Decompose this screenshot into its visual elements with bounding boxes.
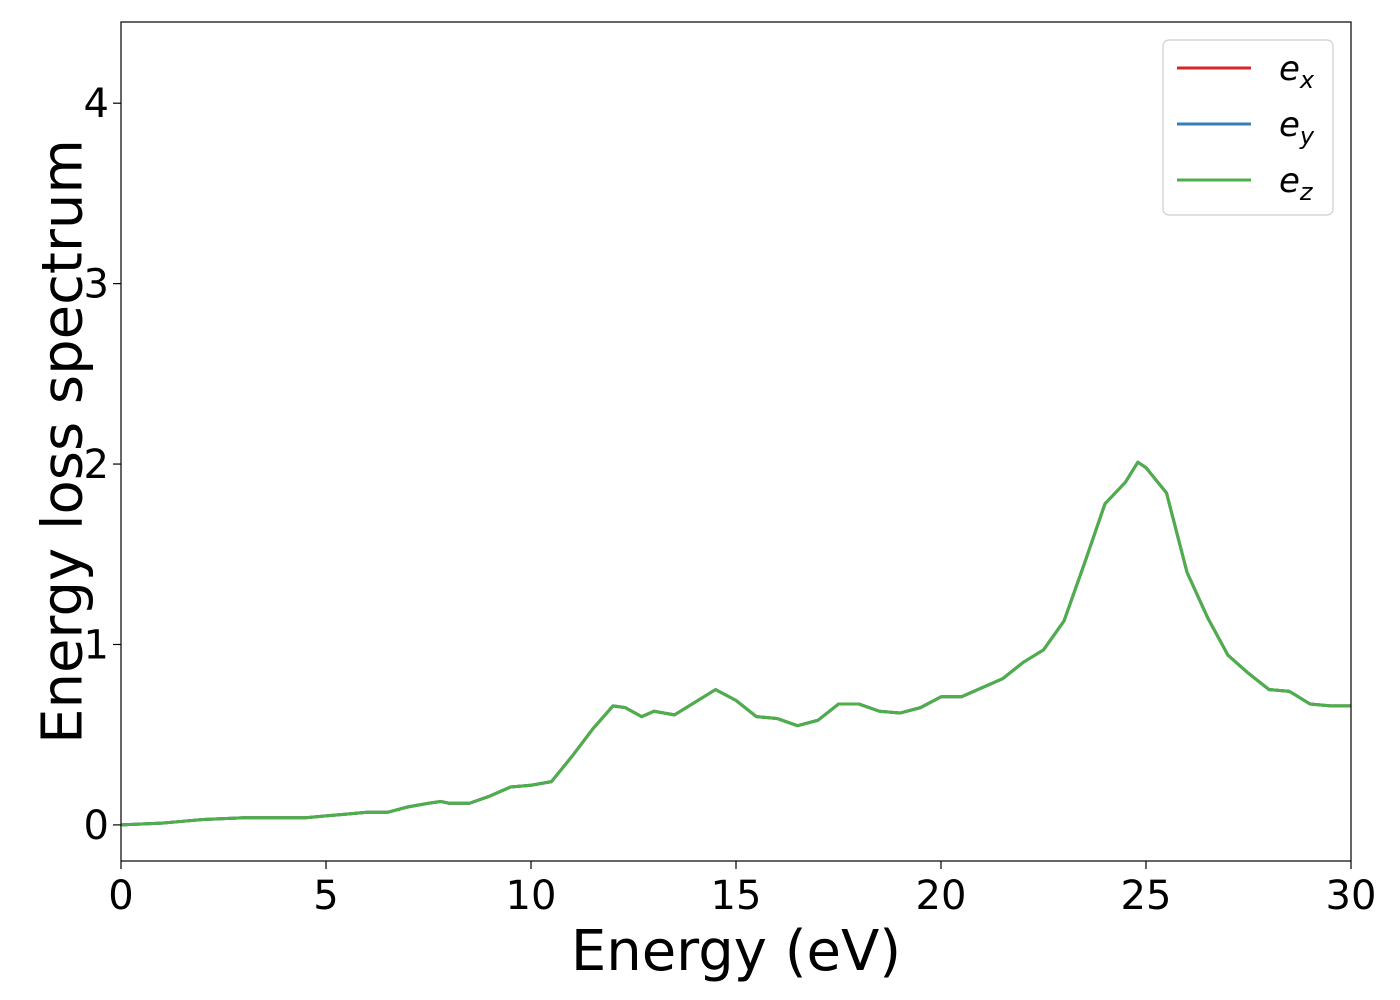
- y-axis-ticks: 0 1 2 3 4: [84, 81, 121, 849]
- x-tick-label: 15: [711, 873, 762, 919]
- legend-label-x: ex: [1279, 49, 1315, 94]
- legend-box: [1162, 39, 1334, 216]
- series-line-x: [121, 460, 1351, 827]
- x-tick-label: 0: [108, 873, 133, 919]
- x-tick-label: 5: [313, 873, 338, 919]
- y-tick-label: 2: [84, 442, 109, 488]
- x-tick-label: 30: [1326, 873, 1377, 919]
- x-tick-label: 20: [916, 873, 967, 919]
- y-tick-label: 1: [84, 622, 109, 668]
- legend: ex ey ez: [1162, 39, 1334, 216]
- y-tick-label: 4: [84, 81, 109, 127]
- series-line-y: [121, 460, 1351, 827]
- x-axis-title: Energy (eV): [571, 919, 901, 984]
- legend-label-z: ez: [1279, 161, 1314, 206]
- legend-label-y: ey: [1279, 105, 1315, 150]
- series-line-z: [121, 460, 1351, 827]
- x-axis-ticks: 0 5 10 15 20 25 30: [108, 861, 1376, 919]
- y-axis-title: Energy loss spectrum: [31, 139, 96, 744]
- series-layer: [121, 460, 1351, 827]
- x-tick-label: 25: [1121, 873, 1172, 919]
- y-tick-label: 3: [84, 262, 109, 308]
- y-tick-label: 0: [84, 803, 109, 849]
- x-tick-label: 10: [506, 873, 557, 919]
